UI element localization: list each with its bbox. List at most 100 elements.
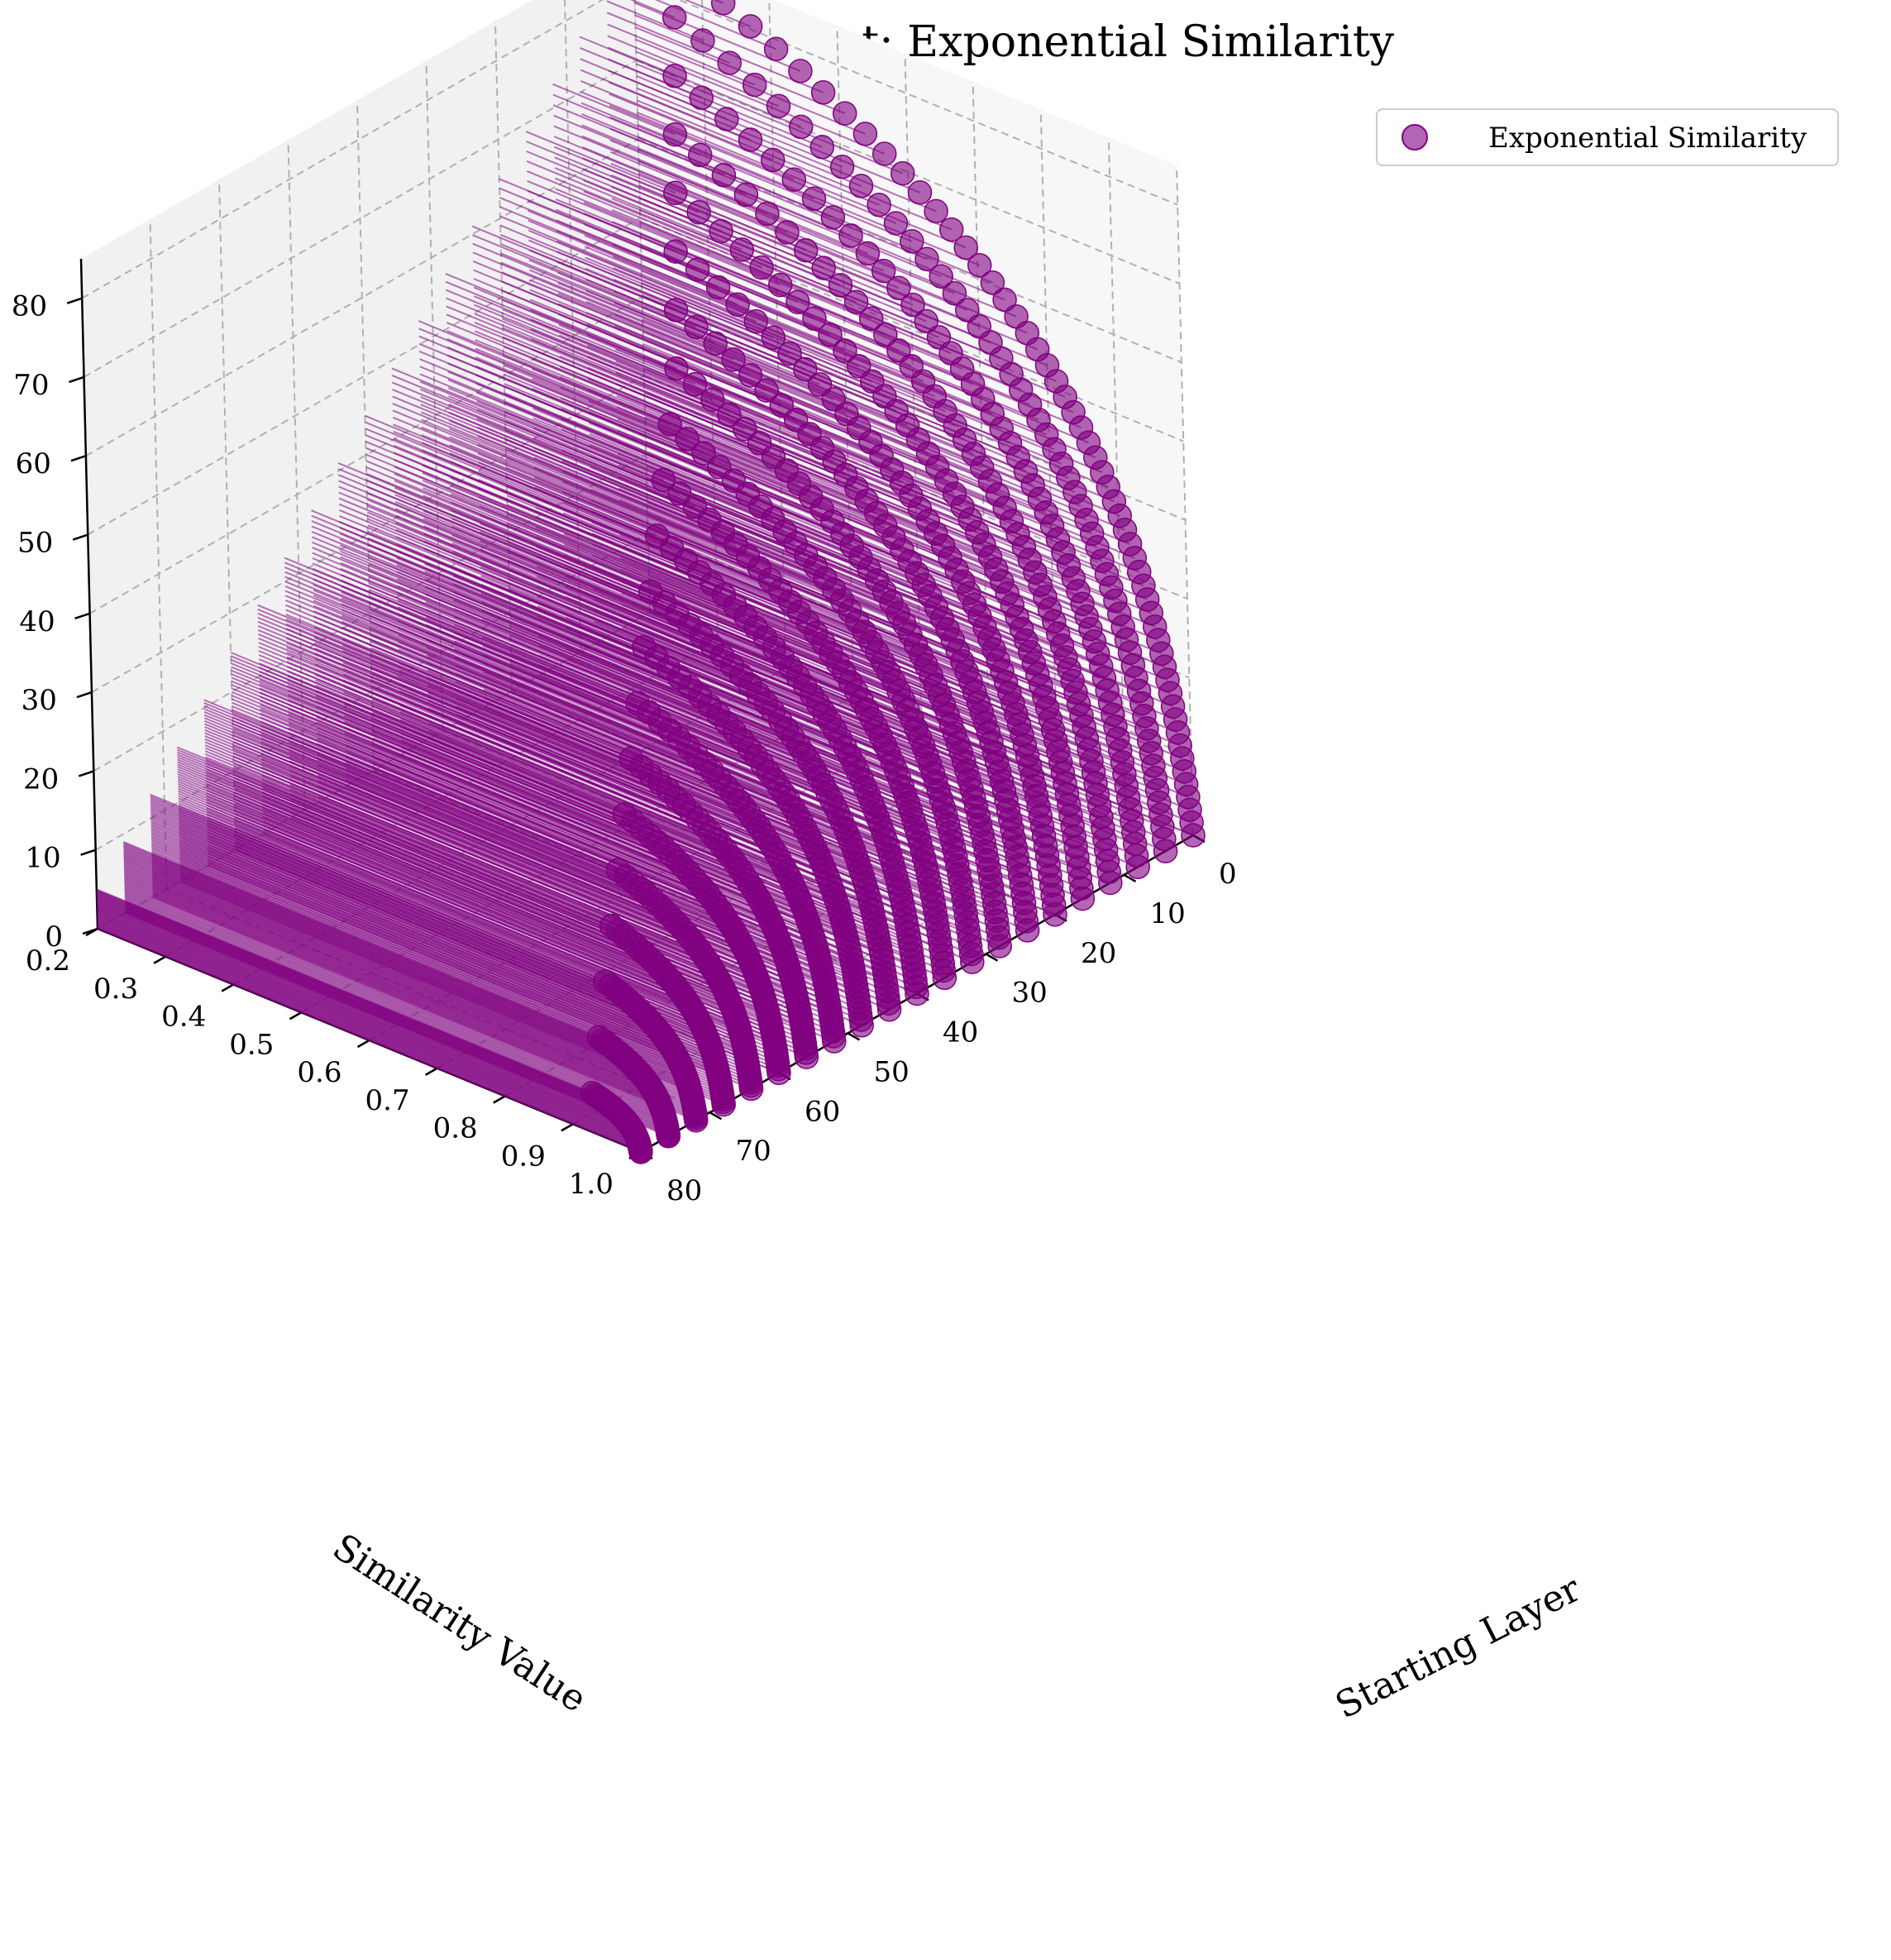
x-tick-mark [425, 1067, 438, 1076]
stem-line [176, 748, 618, 932]
stem-line [178, 792, 690, 1005]
z-tick-mark [78, 770, 94, 777]
stem-line [454, 648, 990, 870]
data-point [786, 289, 810, 314]
grid-line-z-right [676, 0, 1178, 206]
stem-line [393, 437, 790, 603]
stem-line [257, 612, 652, 777]
y-tick-label: 20 [1081, 937, 1116, 970]
y-tick-label: 10 [1150, 897, 1186, 930]
stem-line [257, 629, 685, 806]
stem-line [231, 691, 700, 885]
z-axis-line [79, 258, 99, 930]
stem-line [124, 895, 666, 1119]
data-point [849, 1013, 874, 1038]
z-tick-mark [69, 375, 84, 384]
stem-line [233, 766, 760, 984]
stem-line [552, 83, 676, 136]
stem-line [285, 614, 739, 802]
grid-line-z-left [91, 375, 645, 693]
stem-line [150, 838, 676, 1056]
grid-line-z-right [642, 295, 1186, 521]
stem-line [124, 881, 660, 1103]
data-point [794, 1045, 819, 1069]
stem-line [446, 330, 787, 471]
data-point [876, 997, 902, 1022]
stem-line [204, 741, 695, 944]
stem-line [123, 846, 614, 1049]
stem-line [231, 662, 651, 837]
stem-line [365, 472, 766, 638]
z-tick-label: 50 [17, 527, 53, 560]
z-tick-mark [70, 455, 87, 462]
data-point [775, 220, 800, 245]
data-point [1153, 839, 1178, 863]
stem-line [203, 701, 627, 877]
grid-line-z-left [87, 217, 641, 536]
stem-line [123, 849, 620, 1055]
stem-line [124, 877, 657, 1098]
legend-marker [1402, 124, 1428, 151]
stem-line [555, 188, 872, 320]
stem-line [287, 680, 796, 891]
stem-line [500, 261, 834, 400]
stem-line [337, 468, 665, 605]
grid-line-z-left [84, 60, 637, 378]
stem-line [445, 280, 695, 385]
stem-line [177, 777, 673, 983]
stem-line [257, 608, 642, 768]
stem-line [258, 642, 704, 827]
stem-line [150, 796, 611, 987]
data-point [833, 338, 857, 363]
stem-line [446, 313, 760, 444]
stem-line [176, 751, 625, 937]
data-point [651, 467, 676, 493]
grid-line-z-right [647, 532, 1192, 758]
stem-line [177, 772, 666, 976]
data-point [960, 949, 985, 974]
stem-line [124, 891, 664, 1115]
data-point [628, 1140, 653, 1164]
stem-line [418, 335, 704, 454]
data-point [662, 122, 688, 147]
grid-line-z-left [89, 295, 643, 614]
stem-line [338, 480, 690, 626]
stem-line [203, 719, 665, 911]
y-tick-label: 40 [943, 1016, 978, 1049]
x-tick-label: 0.7 [365, 1084, 410, 1117]
stem-line [124, 887, 662, 1111]
stem-line [473, 286, 797, 421]
stem-line [445, 289, 714, 401]
stem-line [311, 536, 701, 698]
stem-line [369, 595, 872, 804]
y-tick-mark [985, 953, 999, 962]
series-curve [122, 841, 681, 1149]
stem-line [204, 738, 691, 939]
data-point [802, 306, 827, 332]
stem-line [123, 847, 618, 1052]
stem-line [123, 858, 639, 1073]
stem-line [563, 512, 1085, 729]
stem-line [123, 853, 631, 1064]
stem-line [365, 414, 657, 537]
stem-line [124, 878, 658, 1100]
x-tick-mark [153, 955, 166, 964]
stem-line [637, 87, 937, 213]
stem-line [150, 812, 647, 1018]
stem-line [392, 402, 737, 546]
data-layer [96, 0, 1206, 1164]
stem-line [391, 374, 680, 495]
stem-line [419, 366, 762, 508]
stem-line [123, 858, 637, 1071]
stem-line [420, 404, 817, 568]
stem-line [150, 818, 656, 1027]
data-point [711, 1092, 736, 1117]
data-point [777, 341, 802, 366]
stem-line [446, 337, 800, 485]
stem-line [420, 396, 807, 557]
stem-line [365, 421, 672, 549]
data-point [729, 237, 755, 262]
stem-line [636, 75, 920, 194]
data-point [684, 1107, 709, 1133]
stem-line [177, 763, 651, 959]
